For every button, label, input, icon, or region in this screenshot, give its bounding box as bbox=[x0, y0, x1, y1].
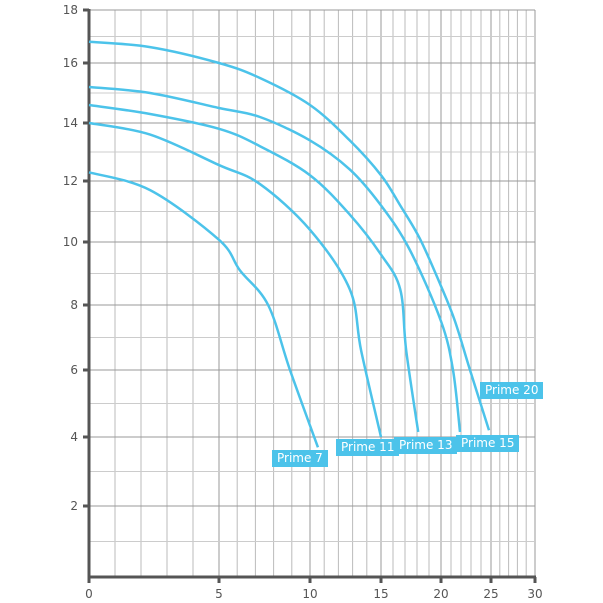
y-tick-label: 10 bbox=[63, 235, 78, 249]
series-line-prime-11 bbox=[88, 121, 383, 438]
x-tick-label: 25 bbox=[483, 587, 498, 601]
y-tick-label: 18 bbox=[63, 3, 78, 17]
y-tick-label: 2 bbox=[70, 499, 78, 513]
series-line-prime-7 bbox=[88, 171, 320, 448]
series-line-prime-20 bbox=[88, 40, 491, 431]
y-tick-label: 14 bbox=[63, 116, 78, 130]
series-line-prime-15 bbox=[88, 85, 462, 433]
x-tick-label: 20 bbox=[433, 587, 448, 601]
x-tick-label: 5 bbox=[215, 587, 223, 601]
series-label-prime-15: Prime 15 bbox=[456, 435, 520, 452]
series-line-prime-13 bbox=[88, 103, 420, 433]
y-tick-label: 8 bbox=[70, 298, 78, 312]
y-tick-label: 16 bbox=[63, 56, 78, 70]
x-tick-label: 15 bbox=[373, 587, 388, 601]
x-tick-label: 0 bbox=[85, 587, 93, 601]
series-label-prime-13: Prime 13 bbox=[394, 437, 458, 454]
y-tick-label: 12 bbox=[63, 174, 78, 188]
series-label-prime-20: Prime 20 bbox=[480, 382, 544, 399]
y-tick-label: 4 bbox=[70, 430, 78, 444]
x-tick-label: 10 bbox=[302, 587, 317, 601]
y-tick-label: 6 bbox=[70, 363, 78, 377]
x-tick-label: 30 bbox=[527, 587, 542, 601]
series-label-prime-11: Prime 11 bbox=[336, 439, 400, 456]
series-label-prime-7: Prime 7 bbox=[272, 450, 328, 467]
